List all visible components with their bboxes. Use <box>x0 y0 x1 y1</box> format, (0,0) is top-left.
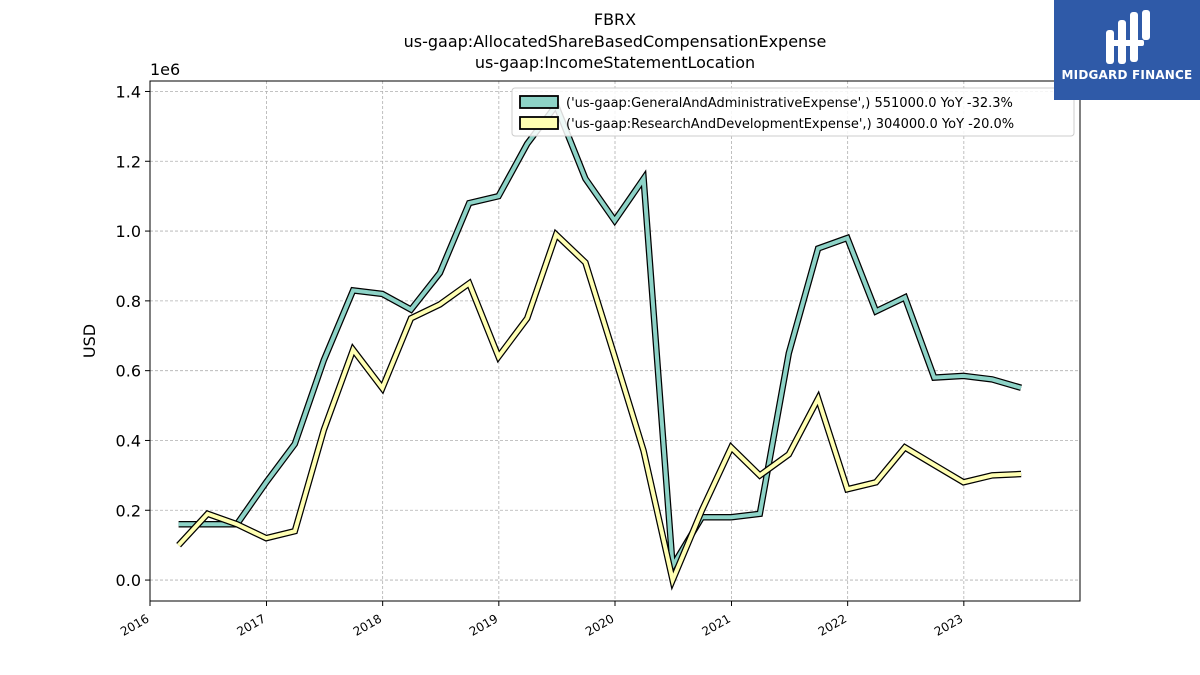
x-tick-label: 2019 <box>467 611 500 638</box>
y-tick-label: 0.4 <box>116 431 141 450</box>
series-2-point <box>380 386 384 390</box>
series-1-point <box>758 512 762 516</box>
series-1-point <box>264 480 268 484</box>
y-tick-label: 0.8 <box>116 292 141 311</box>
series-2-point <box>177 543 181 547</box>
series-2-point <box>583 260 587 264</box>
series-2-point <box>206 512 210 516</box>
series-2-point <box>409 316 413 320</box>
series-1-point <box>351 288 355 292</box>
x-tick-label: 2017 <box>235 611 268 638</box>
series-2-point <box>235 522 239 526</box>
y-tick-label: 0.2 <box>116 501 141 520</box>
series-1-point <box>816 247 820 251</box>
legend: ('us-gaap:GeneralAndAdministrativeExpens… <box>511 87 1075 137</box>
series-1-point <box>525 142 529 146</box>
logo-text: MIDGARD FINANCE <box>1061 68 1193 82</box>
y-tick-label: 0.0 <box>116 571 141 590</box>
y-offset-label: 1e6 <box>150 60 180 79</box>
logo-mark-icon <box>1106 10 1150 64</box>
series-2-point <box>903 445 907 449</box>
series-1-point <box>874 309 878 313</box>
series-2-point <box>642 449 646 453</box>
series-2-point <box>816 397 820 401</box>
x-tick-label: 2020 <box>583 611 616 638</box>
series-1-point <box>322 358 326 362</box>
series-1-point <box>1019 386 1023 390</box>
series-2-point <box>729 445 733 449</box>
series-1-point <box>642 177 646 181</box>
chart-title: FBRX <box>593 10 637 29</box>
series-2-point <box>351 348 355 352</box>
series-2-point <box>990 473 994 477</box>
series-2-point <box>700 508 704 512</box>
series-1-point <box>990 377 994 381</box>
series-2-point <box>845 487 849 491</box>
y-tick-label: 1.4 <box>116 82 141 101</box>
x-tick-label: 2016 <box>118 611 151 638</box>
series-2-point <box>293 529 297 533</box>
series-2-point <box>322 428 326 432</box>
series-2-line <box>176 228 1023 591</box>
legend-label: ('us-gaap:GeneralAndAdministrativeExpens… <box>566 96 1013 111</box>
series-1-point <box>787 351 791 355</box>
series-2-point <box>1019 472 1023 476</box>
y-axis-label: USD <box>80 324 99 358</box>
series-1-point <box>613 219 617 223</box>
chart-subtitle-location: us-gaap:IncomeStatementLocation <box>474 53 756 72</box>
x-tick-label: 2021 <box>700 611 733 638</box>
legend-swatch <box>519 116 559 130</box>
plot-frame <box>149 80 1081 602</box>
series-1-point <box>409 308 413 312</box>
series-1-point <box>497 194 501 198</box>
legend-swatch <box>519 95 559 109</box>
chart-subtitle-concept: us-gaap:AllocatedShareBasedCompensationE… <box>403 32 827 51</box>
series-2-point <box>671 578 675 582</box>
y-tick-label: 0.6 <box>116 362 141 381</box>
series-2-point <box>874 480 878 484</box>
series-1-point <box>467 201 471 205</box>
series-2-point <box>962 480 966 484</box>
series-1-point <box>962 374 966 378</box>
midgard-finance-logo: MIDGARD FINANCE <box>1054 0 1200 100</box>
series-2-point <box>758 473 762 477</box>
y-tick-label: 1.2 <box>116 152 141 171</box>
y-tick-label: 1.0 <box>116 222 141 241</box>
series-1-point <box>903 295 907 299</box>
series-2-point <box>787 452 791 456</box>
x-tick-label: 2018 <box>351 611 384 638</box>
series-line <box>178 101 1022 573</box>
series-1-point <box>729 515 733 519</box>
legend-box <box>511 87 1075 137</box>
series-1-point <box>177 522 181 526</box>
series-2-point <box>438 302 442 306</box>
series-1-point <box>845 236 849 240</box>
series-2-point <box>525 316 529 320</box>
series-2-point <box>613 355 617 359</box>
series-1-point <box>293 442 297 446</box>
series-line <box>177 231 1022 587</box>
series-1-line <box>177 98 1023 577</box>
series-2-point <box>497 355 501 359</box>
series-1-point <box>932 376 936 380</box>
series-2-point <box>467 281 471 285</box>
series-1-point <box>438 271 442 275</box>
legend-label: ('us-gaap:ResearchAndDevelopmentExpense'… <box>566 117 1014 132</box>
series-1-point <box>380 292 384 296</box>
series-2-point <box>932 463 936 467</box>
series-2-point <box>264 536 268 540</box>
series-2-point <box>554 233 558 237</box>
x-tick-label: 2023 <box>932 611 965 638</box>
series-1-point <box>583 177 587 181</box>
series-1-point <box>206 522 210 526</box>
x-tick-label: 2022 <box>816 611 849 638</box>
